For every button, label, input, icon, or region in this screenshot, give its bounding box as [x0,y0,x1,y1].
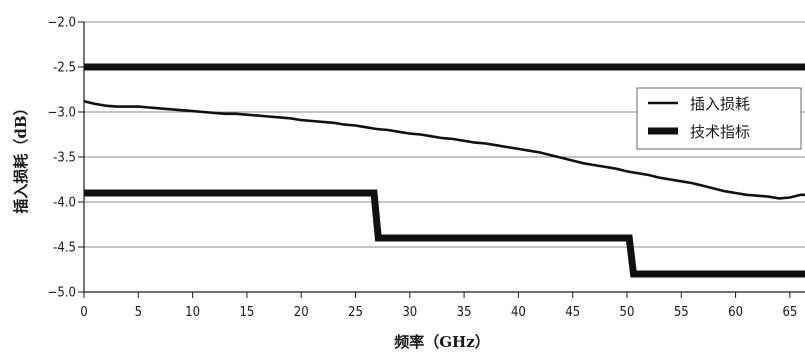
x-tick-label: 30 [402,305,417,320]
x-tick-label: 20 [294,305,309,320]
x-tick-label: 25 [348,305,363,320]
x-tick-label: 10 [185,305,200,320]
x-tick-label: 65 [782,305,797,320]
x-tick-label: 60 [728,305,743,320]
y-tick-label: −5.0 [48,286,76,301]
y-tick-label: −3.0 [48,106,76,121]
x-tick-label: 35 [457,305,472,320]
legend: 插入损耗 技术指标 [637,88,801,149]
spec-limit-line [84,193,805,274]
x-tick-label: 55 [674,305,689,320]
y-axis-ticks: −2.0 -2.5 −3.0 -3.5 -4.0 -4.5 −5.0 [48,16,84,301]
y-axis-title: 插入损耗（dB） [12,100,30,213]
x-axis-ticks: 0 5 10 15 20 25 30 35 40 45 50 55 60 65 [80,292,797,320]
x-tick-label: 15 [239,305,254,320]
x-tick-label: 45 [565,305,580,320]
legend-label-insertion-loss: 插入损耗 [690,95,750,113]
y-tick-label: -4.0 [53,196,76,211]
x-tick-label: 40 [511,305,526,320]
x-tick-label: 50 [620,305,635,320]
y-tick-label: -4.5 [53,241,76,256]
y-tick-label: -2.5 [53,61,76,76]
x-tick-label: 5 [135,305,142,320]
x-tick-label: 0 [80,305,87,320]
y-tick-label: -3.5 [53,151,76,166]
y-tick-label: −2.0 [48,16,76,31]
legend-label-spec: 技术指标 [690,123,750,141]
x-axis-title: 频率（GHz） [394,333,490,351]
